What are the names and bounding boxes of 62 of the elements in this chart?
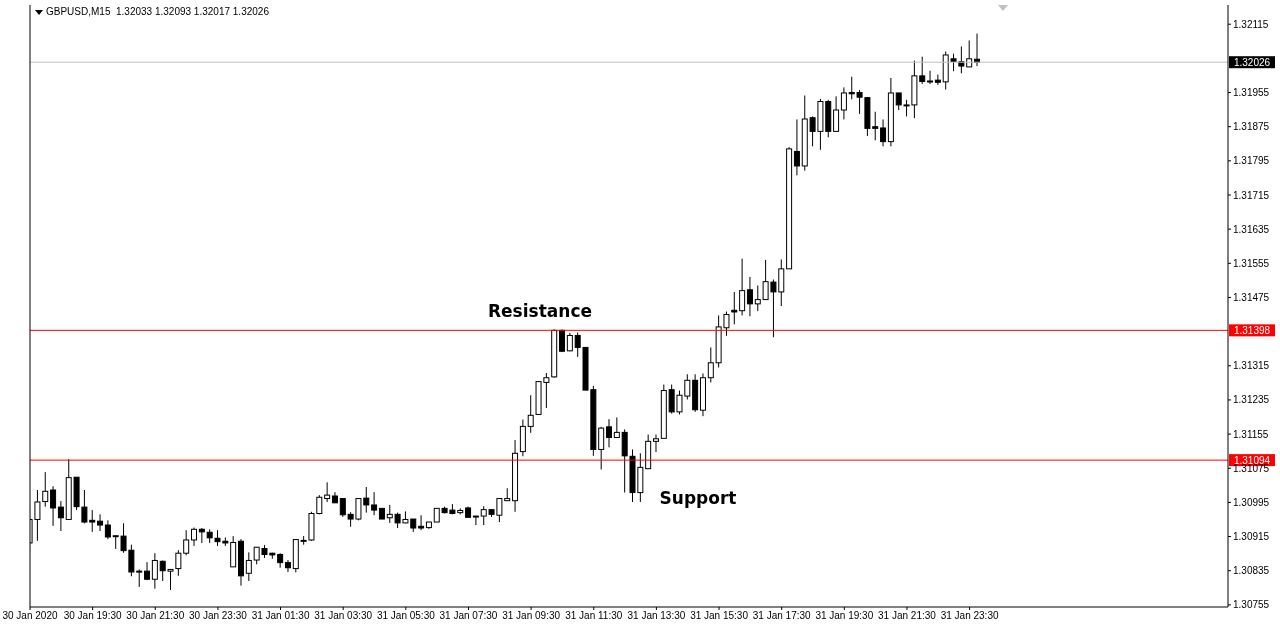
x-tick-label: 31 Jan 13:30 [627, 610, 686, 622]
candlestick [151, 552, 158, 590]
candlestick [731, 291, 738, 325]
x-tick-label: 31 Jan 07:30 [439, 610, 498, 622]
candlestick [104, 519, 111, 540]
x-tick-label: 31 Jan 15:30 [690, 610, 749, 622]
candlestick [472, 515, 479, 526]
candlestick [927, 70, 934, 85]
candlestick [324, 481, 331, 503]
y-tick-label: 1.31235 [1233, 394, 1270, 406]
y-tick-label: 1.31635 [1233, 223, 1270, 235]
candlestick [934, 74, 941, 86]
x-tick-label: 31 Jan 17:30 [752, 610, 812, 622]
y-tick-label: 1.30835 [1233, 565, 1270, 577]
y-tick-label: 1.31795 [1233, 155, 1270, 167]
candlestick [245, 551, 252, 582]
y-tick-label: 1.30915 [1233, 531, 1270, 543]
candlestick [606, 418, 613, 448]
x-tick-label: 31 Jan 11:30 [565, 610, 623, 622]
y-tick-label: 1.32115 [1233, 18, 1269, 30]
x-tick-label: 31 Jan 01:30 [251, 610, 310, 622]
candlestick [418, 514, 425, 531]
y-tick-label: 1.31555 [1233, 257, 1270, 269]
y-tick-label: 1.31475 [1233, 292, 1270, 304]
x-tick-label: 31 Jan 03:30 [314, 610, 373, 622]
y-tick-label: 1.31315 [1233, 360, 1270, 372]
x-tick-label: 30 Jan 19:30 [63, 610, 122, 622]
y-tick-label: 1.31715 [1233, 189, 1270, 201]
candlestick [880, 118, 887, 147]
x-tick-label: 31 Jan 05:30 [376, 610, 436, 622]
x-tick-label: 30 Jan 21:30 [126, 610, 185, 622]
candlestick [284, 559, 291, 573]
x-tick-label: 30 Jan 23:30 [189, 610, 248, 622]
candlestick [50, 485, 57, 527]
candlestick [57, 500, 64, 532]
candlestick [840, 86, 847, 120]
x-tick-label: 31 Jan 09:30 [502, 610, 561, 622]
x-tick-label: 31 Jan 23:30 [940, 610, 999, 622]
y-tick-label: 1.31155 [1233, 428, 1269, 440]
candlestick [833, 95, 840, 132]
chart-title: GBPUSD,M15 1.32033 1.32093 1.32017 1.32026 [46, 6, 269, 17]
x-tick-label: 31 Jan 19:30 [815, 610, 874, 622]
candlestick [652, 434, 659, 453]
y-tick-label: 1.30995 [1233, 496, 1270, 508]
candlestick [746, 276, 753, 317]
candlestick [191, 527, 198, 547]
candlestick [793, 118, 800, 176]
annotation: Support [659, 488, 737, 508]
x-tick-label: 31 Jan 21:30 [878, 610, 937, 622]
y-tick-label: 1.31875 [1233, 121, 1270, 133]
candlestick [613, 416, 620, 438]
y-tick-label: 1.30755 [1233, 599, 1270, 611]
candlestick [97, 513, 104, 532]
candlestick [739, 258, 746, 316]
y-tick-label: 1.31955 [1233, 87, 1270, 99]
ref-line-label: 1.32026 [1233, 57, 1271, 69]
candlestick [371, 491, 378, 516]
annotation: Resistance [488, 301, 592, 321]
candlestick [527, 394, 534, 434]
ref-line-label: 1.31398 [1233, 325, 1271, 337]
x-tick-label: 30 Jan 2020 [2, 610, 58, 622]
candlestick [598, 426, 605, 471]
